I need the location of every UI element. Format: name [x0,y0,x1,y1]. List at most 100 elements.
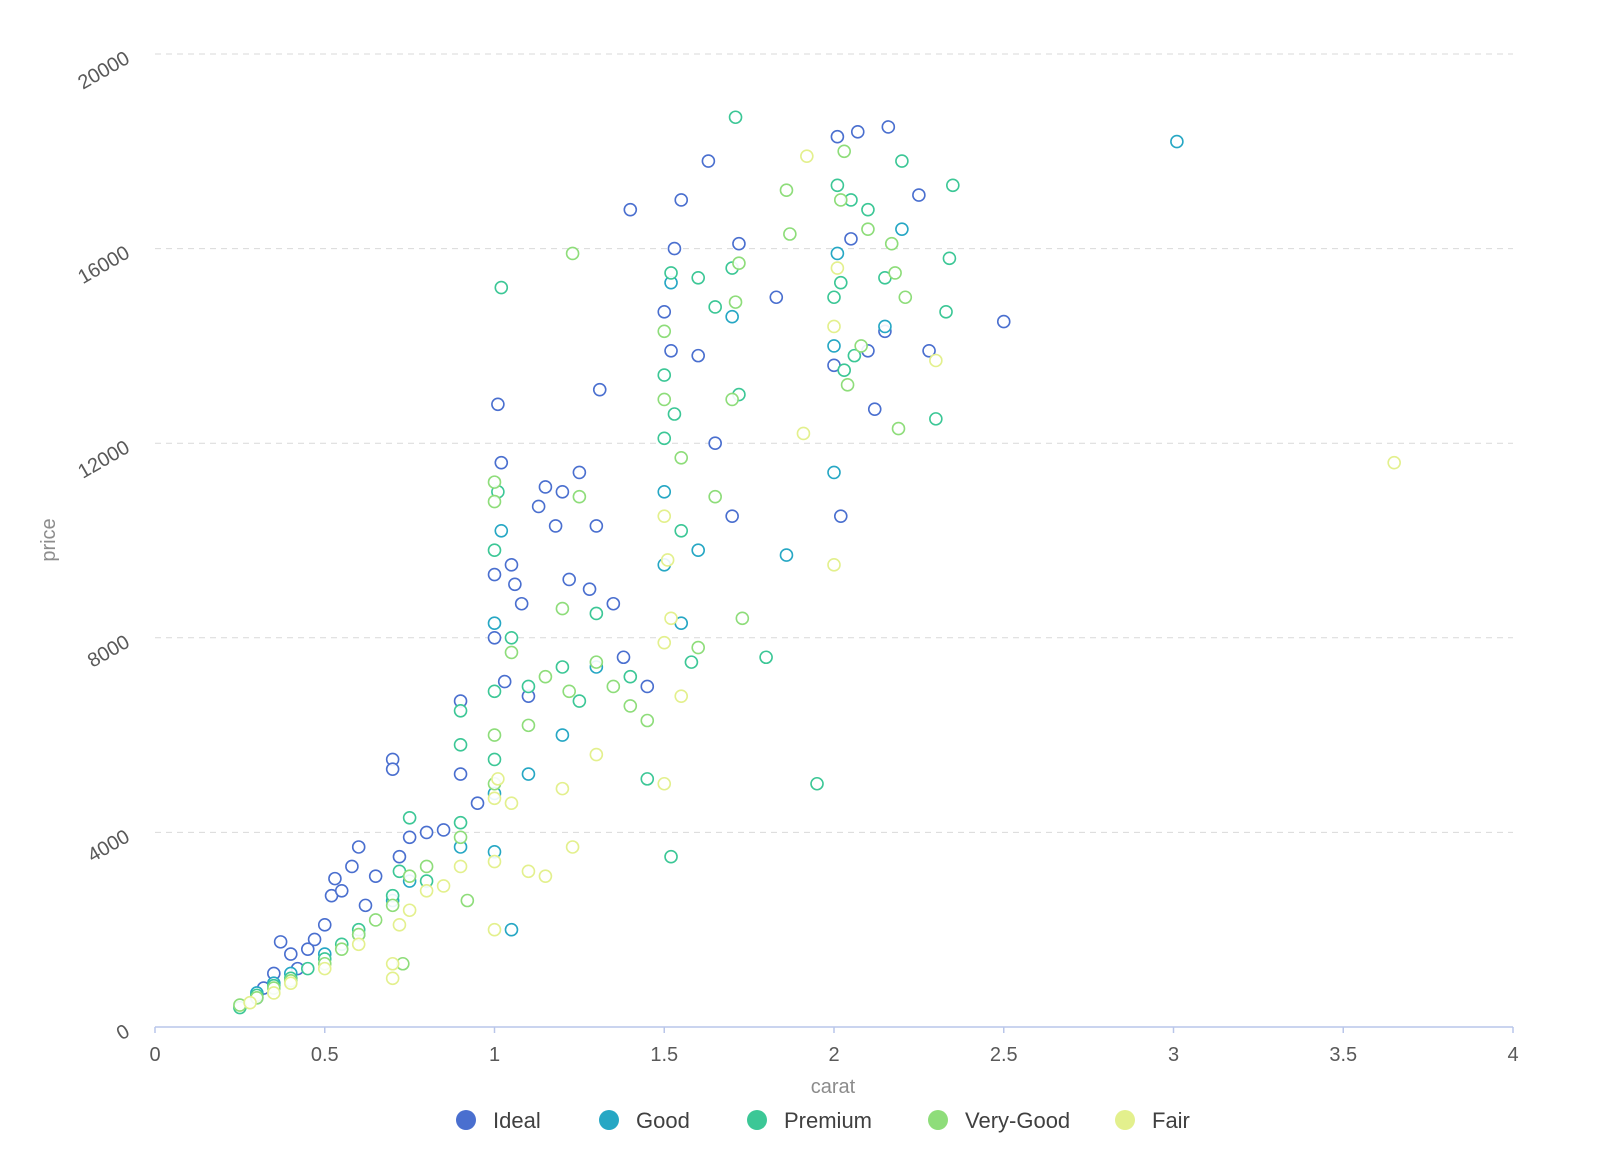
data-point[interactable] [884,236,899,251]
data-point[interactable] [657,431,672,446]
data-point[interactable] [867,402,882,416]
data-point[interactable] [494,455,509,470]
data-point[interactable] [402,903,417,918]
data-point[interactable] [657,305,672,319]
data-point[interactable] [494,523,509,538]
data-point[interactable] [392,918,407,932]
data-point[interactable] [385,898,400,913]
data-point[interactable] [830,178,845,193]
data-point[interactable] [460,893,475,908]
data-point[interactable] [283,947,298,961]
data-point[interactable] [1387,455,1401,470]
legend-item-premium[interactable]: Premium [747,1108,872,1133]
data-point[interactable] [538,669,553,684]
data-point[interactable] [833,193,848,207]
data-point[interactable] [572,465,587,480]
data-point[interactable] [922,343,936,358]
data-point[interactable] [453,767,468,781]
data-point[interactable] [589,606,604,621]
data-point[interactable] [300,942,315,956]
data-point[interactable] [283,976,298,991]
data-point[interactable] [996,314,1011,329]
legend-item-fair[interactable]: Fair [1115,1108,1190,1133]
data-point[interactable] [701,154,716,168]
data-point[interactable] [368,913,383,927]
data-point[interactable] [640,679,655,694]
data-point[interactable] [592,382,607,397]
data-point[interactable] [555,660,570,674]
data-point[interactable] [487,543,502,558]
data-point[interactable] [487,752,502,767]
data-point[interactable] [725,309,739,324]
data-point[interactable] [946,178,960,193]
data-point[interactable] [345,859,359,874]
data-point[interactable] [657,392,672,407]
data-point[interactable] [800,149,814,163]
data-point[interactable] [351,840,366,854]
data-point[interactable] [779,548,794,562]
data-point[interactable] [419,883,434,898]
data-point[interactable] [657,324,672,339]
data-point[interactable] [453,830,468,845]
data-point[interactable] [728,110,743,125]
data-point[interactable] [827,319,841,334]
data-point[interactable] [827,465,841,480]
data-point[interactable] [487,616,502,631]
data-point[interactable] [691,270,706,285]
data-point[interactable] [783,227,797,241]
data-point[interactable] [623,202,638,217]
data-point[interactable] [368,869,383,883]
data-point[interactable] [674,193,689,207]
data-point[interactable] [267,986,281,1000]
data-point[interactable] [606,679,621,694]
data-point[interactable] [589,519,604,533]
data-point[interactable] [419,859,434,874]
data-point[interactable] [453,738,468,752]
data-point[interactable] [538,480,553,494]
data-point[interactable] [810,776,824,791]
data-point[interactable] [565,840,580,854]
data-point[interactable] [833,275,848,290]
data-point[interactable] [674,523,689,538]
data-point[interactable] [562,572,576,587]
data-point[interactable] [759,650,773,665]
data-point[interactable] [453,815,468,830]
data-point[interactable] [307,932,322,947]
data-point[interactable] [470,796,485,811]
data-point[interactable] [487,630,502,645]
data-point[interactable] [565,246,580,261]
data-point[interactable] [487,494,502,509]
data-point[interactable] [487,567,502,582]
data-point[interactable] [830,129,845,144]
data-point[interactable] [844,232,858,246]
data-point[interactable] [830,261,845,275]
data-point[interactable] [657,509,672,523]
data-point[interactable] [657,368,672,382]
legend-item-good[interactable]: Good [599,1108,690,1133]
data-point[interactable] [514,596,529,611]
data-point[interactable] [912,188,926,202]
data-point[interactable] [572,489,587,504]
legend-item-ideal[interactable]: Ideal [456,1108,541,1133]
legend[interactable]: Ideal Good Premium Very-Good Fair [456,1108,1190,1133]
data-point[interactable] [402,830,417,845]
data-point[interactable] [660,553,675,567]
data-point[interactable] [453,859,468,874]
data-point[interactable] [419,825,434,840]
data-point[interactable] [273,935,288,949]
data-point[interactable] [504,645,519,660]
data-point[interactable] [317,961,332,976]
data-point[interactable] [728,295,743,309]
data-point[interactable] [402,869,417,883]
data-point[interactable] [555,728,570,742]
data-point[interactable] [708,300,722,314]
data-point[interactable] [521,864,536,879]
data-point[interactable] [385,762,400,776]
data-point[interactable] [589,747,604,762]
data-point[interactable] [531,499,546,514]
data-point[interactable] [640,772,655,786]
data-point[interactable] [1170,134,1184,149]
data-point[interactable] [667,407,682,421]
data-point[interactable] [317,918,332,932]
data-point[interactable] [779,183,794,198]
